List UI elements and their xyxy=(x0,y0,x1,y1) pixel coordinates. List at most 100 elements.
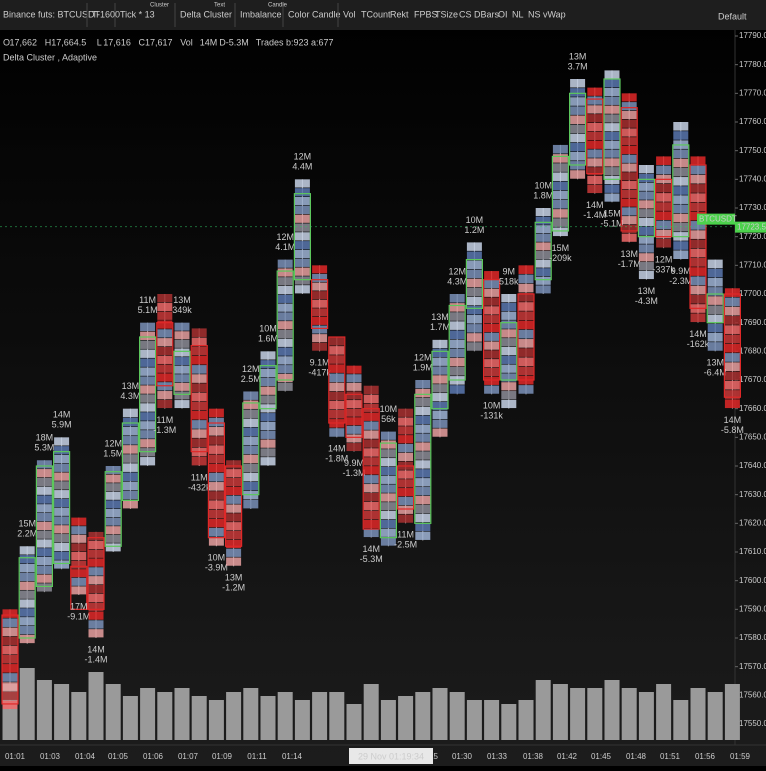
footprint-cell xyxy=(604,149,620,158)
footprint-cell xyxy=(88,540,104,550)
footprint-cell xyxy=(71,560,87,569)
delta-label: 1.8M xyxy=(533,190,553,200)
footprint-cell xyxy=(484,297,500,306)
footprint-cell xyxy=(638,217,654,227)
toolbar-button[interactable]: NS xyxy=(528,9,541,19)
volume-bar xyxy=(724,684,740,740)
volume-bar xyxy=(380,700,396,740)
toolbar-button[interactable]: TCount xyxy=(361,9,391,19)
footprint-cell xyxy=(312,273,328,282)
volume-label: 14M xyxy=(328,444,346,454)
footprint-cell xyxy=(518,357,534,367)
footprint-cell xyxy=(363,403,379,412)
footprint-cell xyxy=(277,277,293,286)
footprint-cell xyxy=(54,498,70,508)
footprint-cell xyxy=(432,375,448,384)
price-tick-label: 17680.00 xyxy=(739,346,766,355)
footprint-cell xyxy=(656,193,672,202)
profile[interactable]: Default xyxy=(718,11,747,21)
toolbar-button[interactable]: Vol xyxy=(343,9,356,19)
toolbar-button[interactable]: TSize xyxy=(435,9,458,19)
toolbar-button[interactable]: FPBS xyxy=(414,9,438,19)
footprint-cell xyxy=(621,198,637,207)
footprint-cell xyxy=(707,323,723,333)
footprint-cell xyxy=(501,399,517,409)
footprint-cell xyxy=(398,488,414,497)
toolbar-button[interactable]: Binance futs: BTCUSDT xyxy=(3,9,101,19)
footprint-cell xyxy=(432,384,448,393)
footprint-cell xyxy=(466,242,482,251)
toolbar-caption: Text xyxy=(214,3,225,9)
footprint-cell xyxy=(19,634,35,644)
toolbar-button[interactable]: vWap xyxy=(543,9,566,19)
toolbar-button[interactable]: OI xyxy=(498,9,508,19)
volume-bar xyxy=(294,700,310,740)
footprint-cell xyxy=(484,359,500,368)
info-value: 17,617 xyxy=(145,37,173,47)
footprint-cell xyxy=(36,548,52,557)
delta-label: -9.1M xyxy=(67,611,90,621)
footprint-cell xyxy=(501,329,517,338)
footprint-cell xyxy=(36,513,52,522)
footprint-cell xyxy=(71,577,87,586)
footprint-cell xyxy=(363,475,379,484)
footprint-cell xyxy=(415,478,431,487)
footprint-cell xyxy=(621,224,637,234)
volume-bar xyxy=(226,692,242,740)
footprint-cell xyxy=(604,70,620,79)
footprint-cell xyxy=(122,490,138,500)
toolbar-button[interactable]: Imbalance xyxy=(240,9,282,19)
footprint-cell xyxy=(518,348,534,357)
footprint-cell xyxy=(570,115,586,125)
toolbar-button[interactable]: Color Candle xyxy=(288,9,341,19)
toolbar-button[interactable]: NL xyxy=(512,9,524,19)
footprint-cell xyxy=(501,320,517,329)
footprint-cell xyxy=(466,287,482,297)
footprint-cell xyxy=(208,491,224,500)
candle-body xyxy=(672,144,690,238)
footprint-cell xyxy=(363,492,379,502)
footprint-cell xyxy=(415,415,431,424)
volume-bar xyxy=(621,688,637,740)
footprint-cell xyxy=(501,294,517,303)
footprint-cell xyxy=(604,79,620,88)
footprint-cell xyxy=(621,110,637,120)
footprint-cell xyxy=(122,454,138,463)
footprint-cell xyxy=(690,267,706,276)
footprint-cell xyxy=(690,248,706,258)
footprint-cell xyxy=(105,534,121,543)
toolbar-button[interactable]: DBars xyxy=(474,9,500,19)
footprint-cell xyxy=(226,548,242,557)
toolbar-button[interactable]: Tick * 13 xyxy=(120,9,155,19)
footprint-cell xyxy=(157,373,173,382)
footprint-cell xyxy=(604,105,620,114)
toolbar-button[interactable]: T-1600 xyxy=(92,9,120,19)
footprint-cell xyxy=(621,216,637,225)
footprint-cell xyxy=(71,534,87,543)
toolbar-button[interactable]: CS xyxy=(459,9,472,19)
volume-bar xyxy=(570,688,586,740)
footprint-cell xyxy=(363,439,379,448)
footprint-cell xyxy=(157,391,173,400)
toolbar-button[interactable]: Rekt xyxy=(390,9,409,19)
footprint-cell xyxy=(415,451,431,460)
footprint-cell xyxy=(380,519,396,529)
footprint-cell xyxy=(36,565,52,574)
toolbar-button[interactable]: Delta Cluster xyxy=(180,9,232,19)
footprint-cell xyxy=(54,551,70,560)
footprint-cell xyxy=(363,412,379,421)
footprint-cell xyxy=(656,183,672,193)
delta-label: -1.7M xyxy=(618,259,641,269)
footprint-cell xyxy=(449,348,465,358)
footprint-cell xyxy=(518,366,534,376)
footprint-cell xyxy=(363,448,379,457)
price-tick-label: 17580.00 xyxy=(739,633,766,642)
symbol-tag-text: BTCUSDT xyxy=(699,215,737,224)
footprint-cell xyxy=(432,419,448,428)
candle-body xyxy=(414,393,432,524)
footprint-cell xyxy=(157,302,173,312)
footprint-cell xyxy=(2,618,18,627)
price-tick-label: 17780.00 xyxy=(739,60,766,69)
delta-label: -1.3M xyxy=(342,468,365,478)
footprint-cell xyxy=(191,374,207,383)
